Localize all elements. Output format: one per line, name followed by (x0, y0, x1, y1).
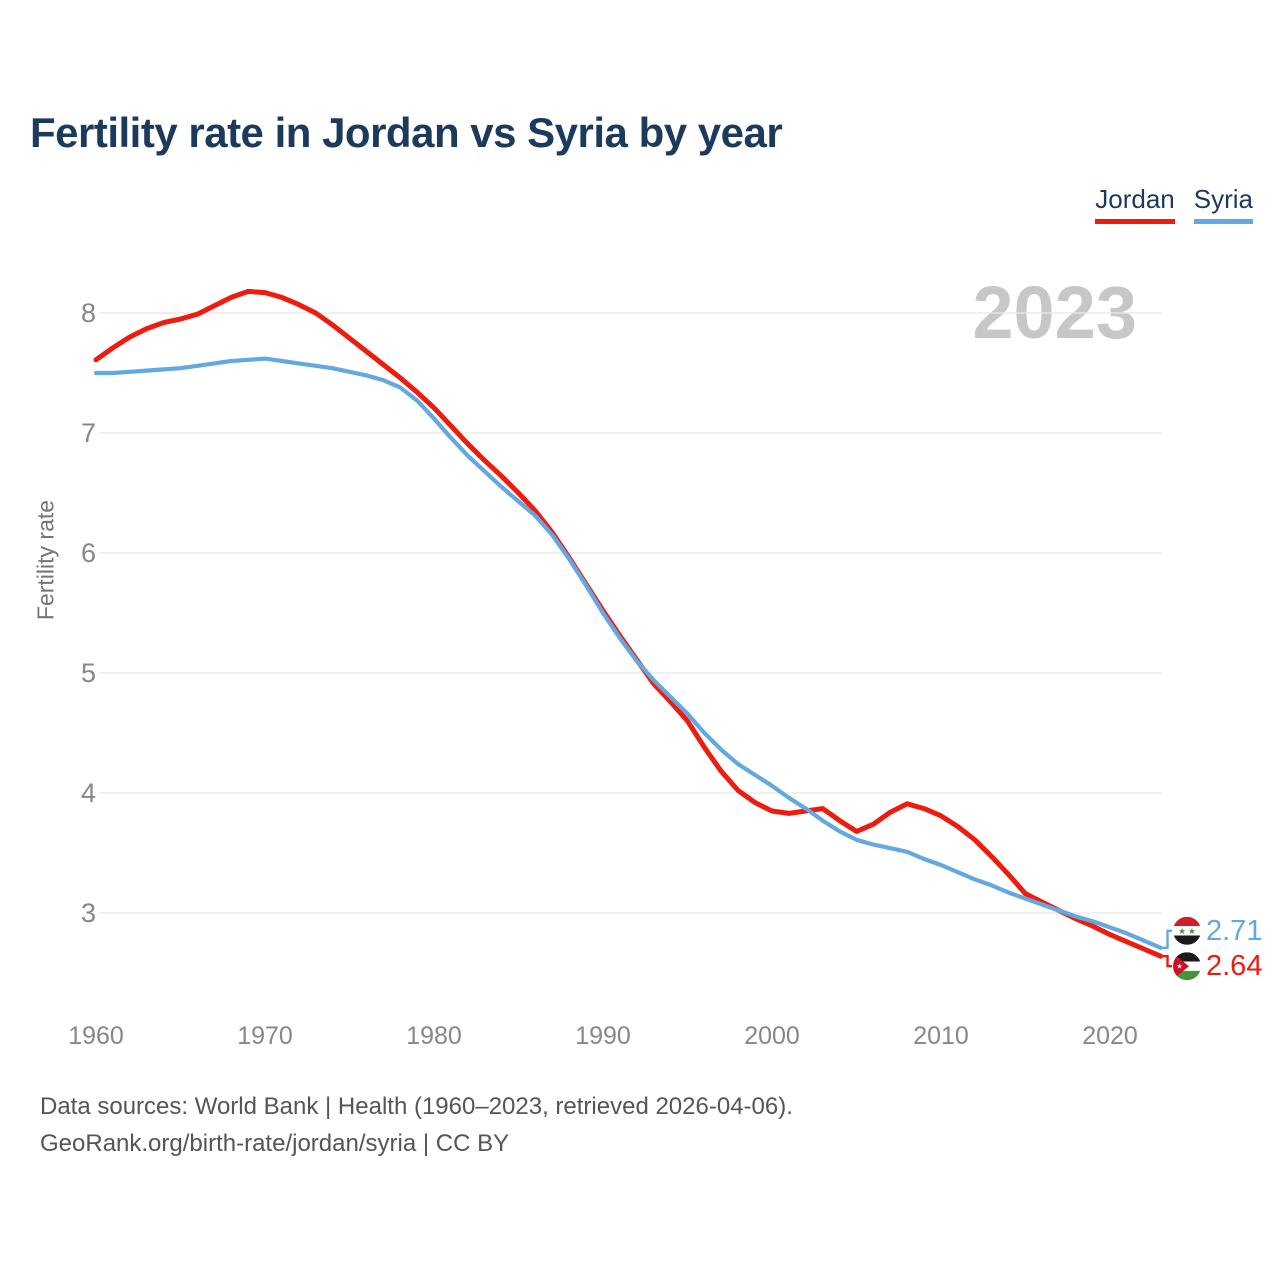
series-line-jordan[interactable] (93, 288, 1164, 959)
end-value-syria: 2.71 (1206, 915, 1262, 947)
chart-title: Fertility rate in Jordan vs Syria by yea… (30, 109, 783, 156)
y-tick-label: 3 (81, 898, 96, 928)
svg-text:★ ★: ★ ★ (1178, 926, 1196, 936)
y-tick-label: 8 (81, 298, 96, 328)
jordan-flag-icon: ★ (1172, 951, 1202, 981)
footer-link: GeoRank.org/birth-rate/jordan/syria | CC… (40, 1130, 510, 1157)
end-connector-syria (1161, 929, 1172, 949)
x-tick-label: 1980 (406, 1022, 462, 1050)
x-tick-label: 1960 (68, 1022, 124, 1050)
y-tick-label: 5 (81, 658, 96, 688)
y-tick-label: 7 (81, 418, 96, 448)
y-tick-label: 6 (81, 538, 96, 568)
footer: Data sources: World Bank | Health (1960–… (40, 1088, 793, 1162)
x-tick-label: 2010 (913, 1022, 969, 1050)
legend-item-syria[interactable]: Syria (1193, 184, 1253, 224)
footer-sources: Data sources: World Bank | Health (1960–… (40, 1093, 793, 1120)
y-tick-label: 4 (81, 778, 96, 808)
x-tick-label: 1990 (575, 1022, 631, 1050)
x-tick-label: 1970 (237, 1022, 293, 1050)
end-value-jordan: 2.64 (1206, 950, 1262, 982)
legend: Jordan Syria (1095, 184, 1253, 224)
x-tick-label: 2020 (1082, 1022, 1138, 1050)
syria-flag-icon: ★ ★ (1172, 916, 1202, 946)
svg-text:★: ★ (1176, 963, 1182, 971)
legend-item-jordan[interactable]: Jordan (1095, 184, 1175, 224)
series-line-syria[interactable] (93, 356, 1163, 950)
end-connector-jordan (1161, 955, 1172, 968)
x-tick-label: 2000 (744, 1022, 800, 1050)
